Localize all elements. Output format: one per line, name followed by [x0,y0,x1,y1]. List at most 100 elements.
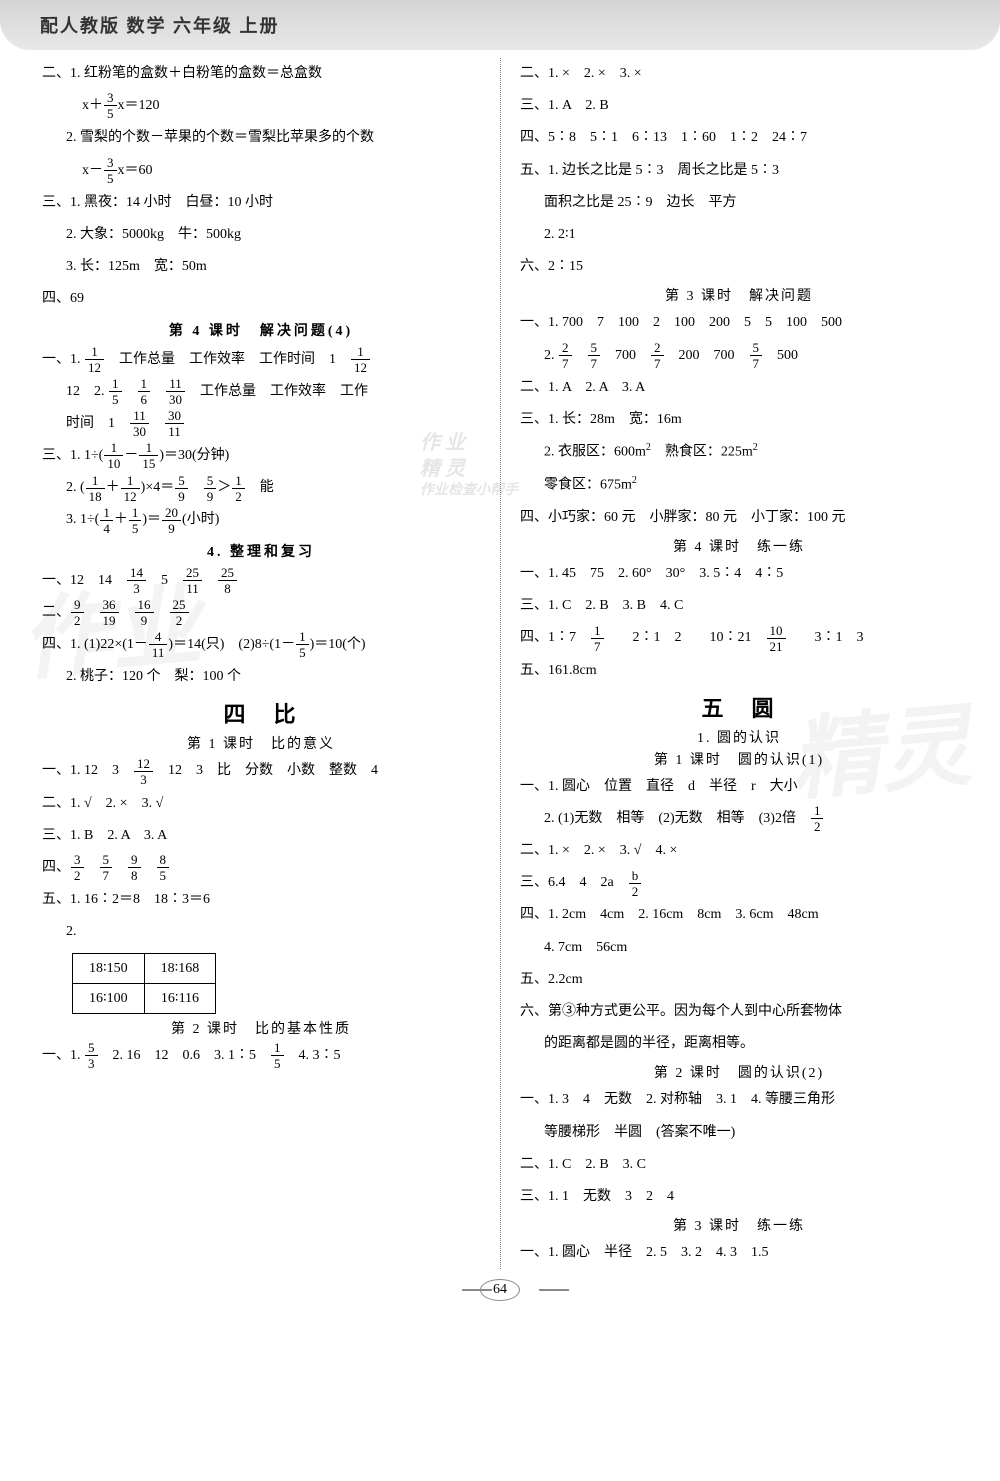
txt: )＝ [142,512,161,527]
page-number-decor: 64 [0,1279,1000,1301]
text: 零食区：675m2 [520,469,958,502]
lesson-title: 第 2 课时 圆的认识(2) [520,1062,958,1082]
txt: 四、1∶7 [520,630,590,645]
text: 四、1. 2cm 4cm 2. 16cm 8cm 3. 6cm 48cm [520,899,958,931]
text: 四、1∶7 17 2∶1 2 10∶21 1021 3∶1 3 [520,622,958,654]
text: 三、1. 1 无数 3 2 4 [520,1181,958,1213]
txt: 500 [763,348,798,363]
text: 二、1. × 2. × 3. × [520,58,958,90]
txt: 熟食区：225m [651,445,753,460]
txt: 三、1. 1÷( [42,448,103,463]
right-column: 二、1. × 2. × 3. × 三、1. A 2. B 四、5∶8 5∶1 6… [500,58,970,1269]
text: 2. 27 57 700 27 200 700 57 500 [520,340,958,372]
text: 二、1. A 2. A 3. A [520,372,958,404]
text: 六、2∶15 [520,251,958,283]
txt: 2. 16 12 0.6 3. 1∶5 [99,1048,271,1063]
text: 三、6.4 4 2a b2 [520,867,958,899]
lesson-title: 第 3 课时 解决问题 [520,285,958,305]
text: 一、1. 45 75 2. 60° 30° 3. 5∶4 4∶5 [520,558,958,590]
equation: x－35x＝60 [42,155,480,187]
text: 2. (1)无数 相等 (2)无数 相等 (3)2倍 12 [520,803,958,835]
txt: 2. [544,348,558,363]
text: 一、1. 700 7 100 2 100 200 5 5 100 500 [520,307,958,339]
page-number: 64 [480,1279,520,1301]
text: 一、1. 112 工作总量 工作效率 工作时间 1 112 [42,344,480,376]
txt: 时间 1 [66,416,129,431]
text: 一、1. 3 4 无数 2. 对称轴 3. 1 4. 等腰三角形 [520,1084,958,1116]
lesson-title: 第 3 课时 练一练 [520,1215,958,1235]
txt: )＝10(个) [310,637,366,652]
text: 2. [42,916,480,948]
txt: 2. (1)无数 相等 (2)无数 相等 (3)2倍 [544,811,810,826]
cell: 16∶116 [144,983,216,1013]
txt: (小时) [182,512,219,527]
text: 三、1. 1÷(110－115)＝30(分钟) [42,440,480,472]
text: 一、1. 圆心 半径 2. 5 3. 2 4. 3 1.5 [520,1237,958,1269]
txt: 一、1. [42,1048,84,1063]
txt: )×4＝ [141,480,175,495]
text: 三、1. C 2. B 3. B 4. C [520,590,958,622]
txt: )＝14(只) (2)8÷(1－ [168,637,295,652]
cell: 18∶150 [73,953,145,983]
txt: 2∶1 2 10∶21 [605,630,766,645]
txt: 工作总量 工作效率 工作时间 1 [105,352,350,367]
text: 2. (118＋112)×4＝59 59＞12 能 [42,472,480,504]
cell: 16∶100 [73,983,145,1013]
unit-title: 五 圆 [520,691,958,723]
text: 四、1. (1)22×(1－411)＝14(只) (2)8÷(1－15)＝10(… [42,629,480,661]
left-column: 二、1. 红粉笔的盒数＋白粉笔的盒数＝总盒数 x＋35x＝120 2. 雪梨的个… [30,58,500,1269]
text: 四、69 [42,283,480,315]
equation: x＋35x＝120 [42,90,480,122]
text: 时间 1 1130 3011 [42,408,480,440]
txt: 工作总量 工作效率 工作 [186,384,368,399]
cell: 18∶168 [144,953,216,983]
text: 的距离都是圆的半径，距离相等。 [520,1028,958,1060]
txt: 700 [601,348,650,363]
lesson-title: 第 2 课时 比的基本性质 [42,1018,480,1038]
txt: 200 700 [665,348,749,363]
text: 一、12 14 143 5 2511 258 [42,565,480,597]
text: 2. 雪梨的个数－苹果的个数＝雪梨比苹果多的个数 [42,122,480,154]
page-header: 配人教版 数学 六年级 上册 [0,0,1000,50]
lesson-title: 第 1 课时 比的意义 [42,733,480,753]
text: 2. 大象：5000kg 牛：500kg [42,219,480,251]
unit-title: 四 比 [42,697,480,729]
txt: 三、6.4 4 2a [520,875,628,890]
txt: 四、1. (1)22×(1－ [42,637,148,652]
txt: 能 [246,480,274,495]
txt: 12 3 比 分数 小数 整数 4 [154,763,378,778]
text: 等腰梯形 半圆 (答案不唯一) [520,1117,958,1149]
text: 四、小巧家：60 元 小胖家：80 元 小丁家：100 元 [520,502,958,534]
text: 六、第③种方式更公平。因为每个人到中心所套物体 [520,996,958,1028]
section-title: 第 4 课时 解决问题(4) [42,320,480,340]
text: 二、1. √ 2. × 3. √ [42,788,480,820]
text: 二、1. C 2. B 3. C [520,1149,958,1181]
wing-left-icon [447,1284,477,1296]
txt: 3∶1 3 [787,630,864,645]
txt: 4. 3∶5 [285,1048,341,1063]
subsection-title: 1. 圆的认识 [520,727,958,747]
txt: 3. 1÷( [66,512,99,527]
text: 五、1. 边长之比是 5∶3 周长之比是 5∶3 [520,155,958,187]
text: 五、2.2cm [520,964,958,996]
text: 3. 长：125m 宽：50m [42,251,480,283]
text: 3. 1÷(14＋15)＝209(小时) [42,504,480,536]
txt: 二、 [42,605,70,620]
column-divider [500,58,501,1269]
page-body: 二、1. 红粉笔的盒数＋白粉笔的盒数＝总盒数 x＋35x＝120 2. 雪梨的个… [0,58,1000,1269]
text: 五、161.8cm [520,655,958,687]
txt: 一、1. 12 3 [42,763,133,778]
text: 2. 衣服区：600m2 熟食区：225m2 [520,436,958,469]
text: 一、1. 12 3 123 12 3 比 分数 小数 整数 4 [42,755,480,787]
text: 12 2. 15 16 1130 工作总量 工作效率 工作 [42,376,480,408]
text: 一、1. 53 2. 16 12 0.6 3. 1∶5 15 4. 3∶5 [42,1040,480,1072]
txt: 2. ( [66,480,85,495]
lesson-title: 第 1 课时 圆的认识(1) [520,749,958,769]
text: 四、32 57 98 85 [42,852,480,884]
text: 二、92 3619 169 252 [42,597,480,629]
text: 4. 7cm 56cm [520,932,958,964]
text: 二、1. 红粉笔的盒数＋白粉笔的盒数＝总盒数 [42,58,480,90]
lesson-title: 第 4 课时 练一练 [520,536,958,556]
text: 二、1. × 2. × 3. √ 4. × [520,835,958,867]
text: 五、1. 16∶2＝8 18∶3＝6 [42,884,480,916]
